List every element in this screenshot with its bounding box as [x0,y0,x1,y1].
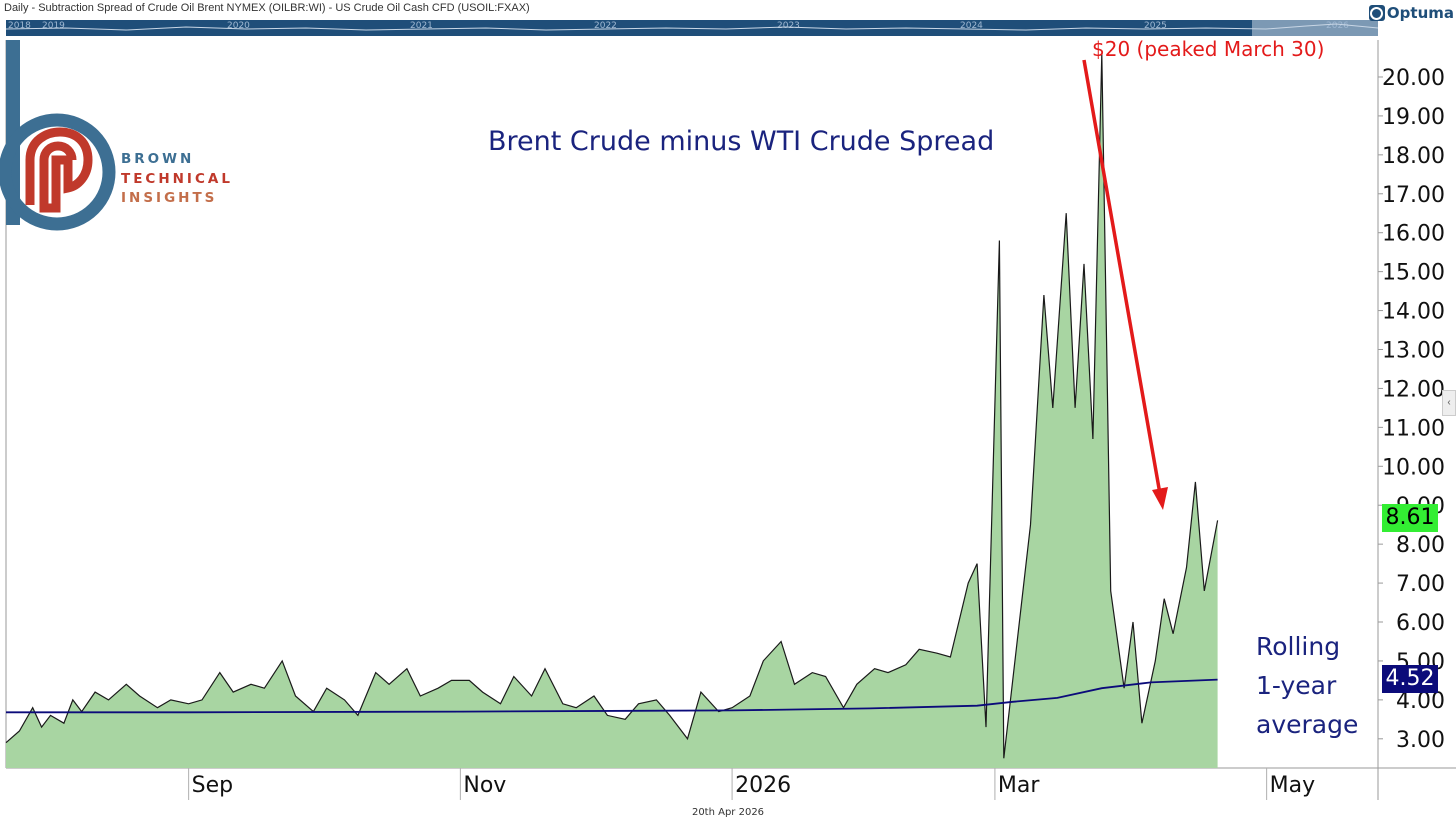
brown-logo-mark [0,40,116,231]
peak-arrow [1082,59,1168,510]
navigator-year: 2026 [1326,21,1349,31]
date-label: 20th Apr 2026 [691,807,765,818]
logo-ring [0,113,116,231]
navigator-year: 2025 [1144,21,1167,31]
y-tick-label: 8.00 [1396,533,1445,558]
average-line-layer [6,678,1218,714]
peak-arrow-head [1152,487,1168,510]
brown-technical-insights-logo: BROWN TECHNICAL INSIGHTS [121,150,233,209]
y-tick-label: 13.00 [1382,338,1445,363]
y-tick-label: 17.00 [1382,183,1445,208]
spread-area-layer [5,53,1219,769]
y-tick-label: 6.00 [1396,611,1445,636]
y-tick-label: 12.00 [1382,377,1445,402]
last-value-tag: 8.61 [1382,504,1438,532]
navigator-year: 2021 [410,21,433,31]
y-axis-ticks: 3.004.005.006.007.008.009.0010.0011.0012… [1378,66,1445,753]
rolling-annotation-line: Rolling [1256,632,1341,661]
panel-collapse-handle[interactable]: ‹ [1442,390,1456,416]
y-tick-label: 19.00 [1382,105,1445,130]
y-tick-label: 18.00 [1382,144,1445,169]
rolling-annotation-line: 1-year [1256,671,1337,700]
x-tick-label: Nov [463,773,506,798]
y-tick-label: 14.00 [1382,300,1445,325]
spread-area-fill [6,53,1218,769]
x-tick-label: 2026 [735,773,791,798]
navigator-window[interactable] [1252,20,1378,36]
chart-header-title: Daily - Subtraction Spread of Crude Oil … [4,2,530,14]
x-axis-ticks: Sep Nov 2026 Mar May [188,768,1315,800]
y-tick-label: 7.00 [1396,572,1445,597]
y-tick-label: 3.00 [1396,728,1445,753]
y-tick-label: 16.00 [1382,222,1445,247]
logo-red-glyph [25,127,93,213]
spread-series-line [5,53,1219,759]
peak-annotation: $20 (peaked March 30) [1092,37,1325,61]
optuma-logo-icon [1368,5,1385,21]
x-tick-label: Sep [192,773,233,798]
optuma-brand-label: Optuma [1386,4,1454,22]
navigator-year: 2018 [8,21,31,31]
y-tick-label: 10.00 [1382,455,1445,480]
navigator-year: 2019 [42,21,65,31]
timeline-navigator[interactable]: 2018 2019 2020 2021 2022 2023 2024 2025 … [6,20,1378,36]
peak-arrow-shaft [1082,59,1162,495]
spread-chart[interactable]: 3.004.005.006.007.008.009.0010.0011.0012… [0,0,1456,800]
logo-line-technical: TECHNICAL [121,170,233,187]
optuma-brand: Optuma [1368,2,1454,24]
chart-title: Brent Crude minus WTI Crude Spread [488,126,995,157]
navigator-year: 2020 [227,21,250,31]
y-tick-label: 15.00 [1382,261,1445,286]
y-tick-label: 11.00 [1382,416,1445,441]
y-tick-label: 20.00 [1382,66,1445,91]
logo-line-brown: BROWN [121,151,195,167]
rolling-average-annotation: Rolling 1-year average [1256,627,1376,744]
average-value-tag: 4.52 [1382,665,1438,693]
navigator-sparkline [6,23,1378,31]
x-tick-label: Mar [998,773,1040,798]
navigator-year: 2023 [777,21,800,31]
rolling-average-line [6,678,1218,714]
logo-line-insights: INSIGHTS [121,190,218,206]
x-tick-label: May [1270,773,1315,798]
y-tick-label: 4.00 [1396,689,1445,714]
navigator-year: 2022 [594,21,617,31]
rolling-annotation-line: average [1256,710,1359,739]
navigator-year: 2024 [960,21,983,31]
